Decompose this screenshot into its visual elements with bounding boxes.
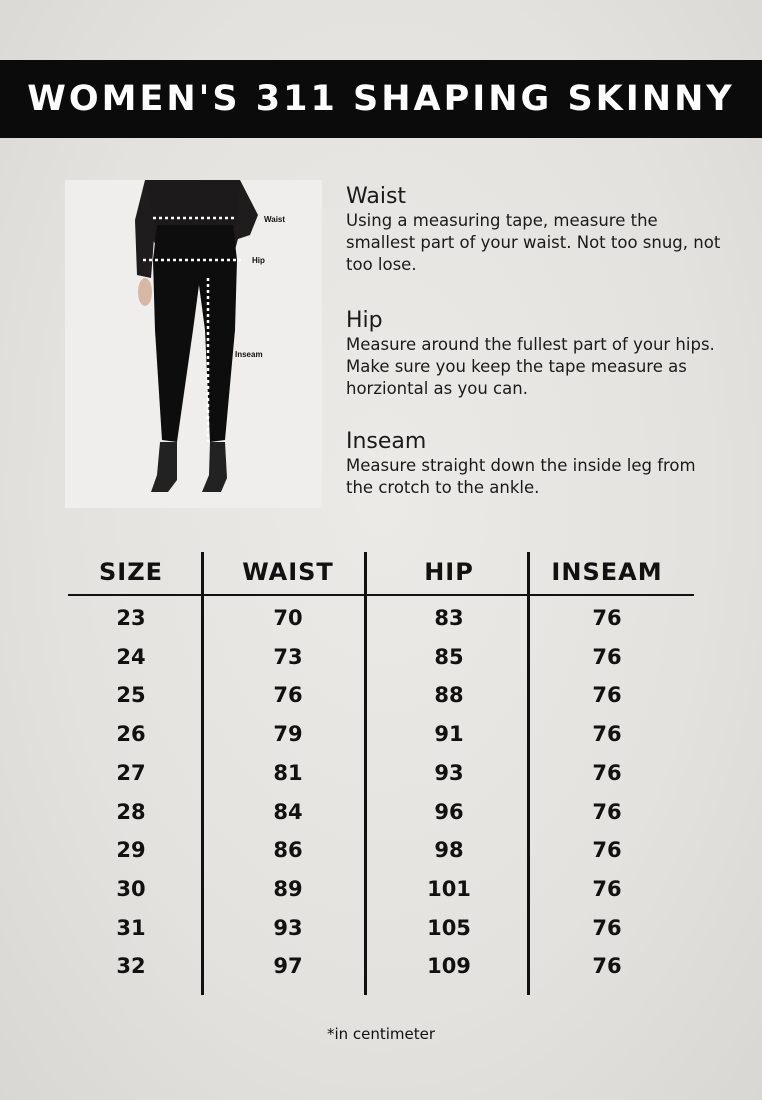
table-cell-inseam: 76 bbox=[592, 799, 622, 824]
table-cell-hip: 93 bbox=[434, 760, 464, 785]
header-size: SIZE bbox=[98, 558, 163, 586]
model-figure-illustration bbox=[135, 180, 258, 492]
table-cell-inseam: 76 bbox=[592, 722, 622, 747]
table-cell-hip: 101 bbox=[427, 876, 471, 901]
inseam-instruction: Inseam Measure straight down the inside … bbox=[346, 429, 726, 499]
table-cell-hip: 85 bbox=[434, 644, 464, 669]
table-cell-inseam: 76 bbox=[592, 954, 622, 979]
waist-text: Using a measuring tape, measure the smal… bbox=[346, 211, 721, 274]
table-cell-size: 25 bbox=[116, 683, 146, 708]
header-waist: WAIST bbox=[242, 558, 334, 586]
table-cell-waist: 93 bbox=[273, 915, 303, 940]
table-cell-hip: 91 bbox=[434, 722, 464, 747]
table-cell-size: 29 bbox=[116, 838, 146, 863]
photo-label-hip: Hip bbox=[252, 256, 265, 265]
table-cell-inseam: 76 bbox=[592, 606, 622, 630]
table-cell-hip: 88 bbox=[434, 683, 464, 708]
table-cell-waist: 70 bbox=[273, 606, 303, 630]
table-cell-hip: 105 bbox=[427, 915, 471, 940]
table-cell-waist: 81 bbox=[273, 760, 303, 785]
hip-text: Measure around the fullest part of your … bbox=[346, 335, 715, 398]
measurement-photo: Waist Hip Inseam bbox=[65, 180, 322, 508]
header-divider bbox=[68, 594, 694, 596]
table-cell-hip: 98 bbox=[434, 838, 464, 863]
table-cell-hip: 96 bbox=[434, 799, 464, 824]
header-inseam: INSEAM bbox=[551, 558, 663, 586]
inseam-heading: Inseam bbox=[346, 429, 427, 454]
hip-instruction: Hip Measure around the fullest part of y… bbox=[346, 308, 726, 400]
column-divider bbox=[364, 552, 367, 995]
page-title: WOMEN'S 311 SHAPING SKINNY bbox=[27, 79, 735, 119]
footnote: *in centimeter bbox=[326, 1025, 436, 1043]
table-cell-inseam: 76 bbox=[592, 838, 622, 863]
column-divider bbox=[527, 552, 530, 995]
waist-heading: Waist bbox=[346, 184, 407, 209]
photo-label-waist: Waist bbox=[264, 215, 286, 224]
table-cell-size: 24 bbox=[116, 644, 146, 669]
table-cell-hip: 109 bbox=[427, 954, 471, 979]
table-cell-inseam: 76 bbox=[592, 644, 622, 669]
column-divider bbox=[201, 552, 204, 995]
table-cell-waist: 79 bbox=[273, 722, 303, 747]
waist-instruction: Waist Using a measuring tape, measure th… bbox=[346, 184, 726, 276]
table-cell-hip: 83 bbox=[434, 606, 464, 630]
table-cell-waist: 73 bbox=[273, 644, 303, 669]
table-cell-waist: 97 bbox=[273, 954, 303, 979]
table-cell-size: 23 bbox=[116, 606, 146, 630]
table-cell-inseam: 76 bbox=[592, 876, 622, 901]
inseam-text: Measure straight down the inside leg fro… bbox=[346, 456, 696, 497]
title-banner: WOMEN'S 311 SHAPING SKINNY bbox=[0, 60, 762, 138]
table-cell-size: 27 bbox=[116, 760, 146, 785]
table-cell-waist: 86 bbox=[273, 838, 303, 863]
photo-label-inseam: Inseam bbox=[235, 350, 263, 359]
header-hip: HIP bbox=[424, 558, 474, 586]
table-cell-inseam: 76 bbox=[592, 760, 622, 785]
table-cell-inseam: 76 bbox=[592, 915, 622, 940]
table-cell-size: 26 bbox=[116, 722, 146, 747]
table-cell-size: 31 bbox=[116, 915, 146, 940]
table-cell-waist: 76 bbox=[273, 683, 303, 708]
table-cell-waist: 84 bbox=[273, 799, 303, 824]
size-table: SIZE WAIST HIP INSEAM 23 70 83 76 24 73 85 76 25… bbox=[68, 552, 694, 995]
hip-heading: Hip bbox=[346, 308, 383, 333]
table-cell-size: 32 bbox=[116, 954, 146, 979]
table-cell-size: 30 bbox=[116, 876, 146, 901]
table-cell-inseam: 76 bbox=[592, 683, 622, 708]
table-cell-size: 28 bbox=[116, 799, 146, 824]
table-cell-waist: 89 bbox=[273, 876, 303, 901]
